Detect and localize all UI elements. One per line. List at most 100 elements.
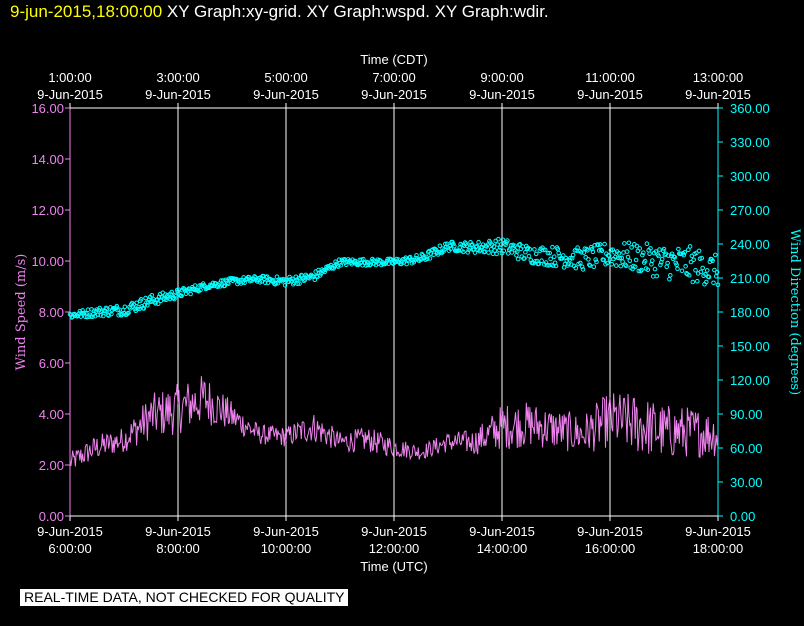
wind-direction-point <box>143 295 148 301</box>
wind-direction-point <box>623 263 629 269</box>
top-axis-tick-label-date: 9-Jun-2015 <box>577 87 643 102</box>
wind-direction-point <box>637 246 643 251</box>
wind-direction-point <box>226 281 231 287</box>
bottom-axis-tick-label-date: 9-Jun-2015 <box>37 524 103 539</box>
wind-direction-point <box>618 263 624 269</box>
wind-direction-point <box>672 254 678 260</box>
top-axis-tick-label-time: 3:00:00 <box>156 70 199 85</box>
page-header: 9-jun-2015,18:00:00 XY Graph:xy-grid. XY… <box>10 2 549 22</box>
wind-direction-point <box>252 274 257 279</box>
wind-direction-point <box>501 248 507 254</box>
wind-direction-point <box>515 256 521 262</box>
wind-direction-point <box>263 280 268 286</box>
wind-direction-point <box>614 263 619 268</box>
wind-direction-point <box>470 242 475 247</box>
right-axis-tick-label: 30.00 <box>730 475 763 490</box>
wind-direction-point <box>155 301 161 307</box>
wind-direction-point <box>632 264 638 270</box>
bottom-axis-tick-label-time: 10:00:00 <box>261 541 312 556</box>
wind-direction-point <box>613 254 618 260</box>
wind-direction-point <box>676 246 681 252</box>
left-axis-tick-label: 8.00 <box>39 305 64 320</box>
bottom-axis-title: Time (UTC) <box>360 559 427 574</box>
wind-direction-point <box>644 241 650 246</box>
wind-direction-point <box>472 250 478 255</box>
wind-direction-point <box>109 311 114 317</box>
wind-direction-point <box>696 248 702 254</box>
wind-direction-point <box>639 267 644 273</box>
right-axis-tick-label: 0.00 <box>730 509 755 524</box>
wind-direction-point <box>599 248 605 253</box>
bottom-axis-tick-label-date: 9-Jun-2015 <box>361 524 427 539</box>
top-axis-tick-label-time: 11:00:00 <box>585 70 635 85</box>
wind-direction-point <box>477 248 482 254</box>
wind-direction-point <box>179 293 184 299</box>
bottom-axis-tick-label-date: 9-Jun-2015 <box>685 524 751 539</box>
wind-direction-point <box>461 249 466 255</box>
wind-direction-point <box>512 243 517 248</box>
left-axis-tick-label: 6.00 <box>39 356 64 371</box>
wind-direction-point <box>656 253 661 259</box>
wind-direction-point <box>704 279 709 285</box>
wind-direction-point <box>90 314 95 320</box>
wind-direction-point <box>698 269 704 275</box>
top-axis-title: Time (CDT) <box>360 52 427 67</box>
wind-direction-point <box>690 279 696 285</box>
wind-direction-point <box>524 246 530 252</box>
wind-direction-point <box>263 275 269 280</box>
wind-direction-point <box>282 283 288 288</box>
wind-direction-point <box>404 261 409 267</box>
wind-direction-point <box>661 246 667 252</box>
header-timestamp: 9-jun-2015,18:00:00 <box>10 2 163 21</box>
wind-direction-point <box>494 251 499 257</box>
wind-direction-point <box>605 260 610 266</box>
wind-direction-point <box>427 256 433 261</box>
wind-direction-point <box>593 257 598 262</box>
wind-direction-point <box>555 246 561 252</box>
wind-direction-point <box>479 245 485 250</box>
bottom-axis-tick-label-time: 16:00:00 <box>585 541 636 556</box>
wind-direction-point <box>575 245 580 250</box>
wind-direction-point <box>434 247 439 253</box>
wind-direction-point <box>700 265 706 271</box>
wind-direction-point <box>638 268 643 274</box>
wind-direction-point <box>573 265 579 271</box>
wind-direction-point <box>621 250 626 255</box>
wind-direction-point <box>654 273 660 279</box>
wind-direction-point <box>674 262 679 268</box>
wind-direction-point <box>712 267 717 273</box>
wind-direction-point <box>645 267 651 273</box>
wind-direction-point <box>665 260 670 266</box>
wind-direction-point <box>597 242 603 247</box>
top-axis-tick-label-date: 9-Jun-2015 <box>37 87 103 102</box>
wind-direction-point <box>465 250 471 255</box>
wind-direction-point <box>642 258 648 264</box>
wind-direction-point <box>636 268 642 274</box>
wind-direction-point <box>641 250 646 255</box>
wind-direction-point <box>612 250 617 255</box>
wind-direction-point <box>657 247 662 252</box>
wind-direction-point <box>218 278 224 283</box>
wind-direction-point <box>492 248 498 253</box>
bottom-axis-tick-label-time: 18:00:00 <box>693 541 744 556</box>
wind-direction-point <box>532 247 537 252</box>
left-axis-title: Wind Speed (m/s) <box>14 254 29 371</box>
wind-direction-point <box>553 263 559 269</box>
top-axis-tick-label-date: 9-Jun-2015 <box>145 87 211 102</box>
wind-direction-point <box>704 268 710 273</box>
top-axis-tick-label-time: 5:00:00 <box>264 70 307 85</box>
wind-direction-point <box>568 255 573 261</box>
wind-direction-point <box>169 289 174 295</box>
wind-direction-point <box>667 276 672 282</box>
wind-direction-point <box>88 314 93 319</box>
wind-direction-point <box>295 281 301 287</box>
wind-direction-point <box>411 259 417 265</box>
wind-direction-point <box>392 260 398 265</box>
wind-direction-point <box>539 258 544 264</box>
wind-direction-point <box>585 248 590 253</box>
wind-direction-point <box>506 251 511 256</box>
wind-direction-point <box>695 278 700 284</box>
wind-direction-point <box>296 276 301 281</box>
wind-direction-point <box>331 266 337 271</box>
wind-direction-point <box>580 267 586 272</box>
